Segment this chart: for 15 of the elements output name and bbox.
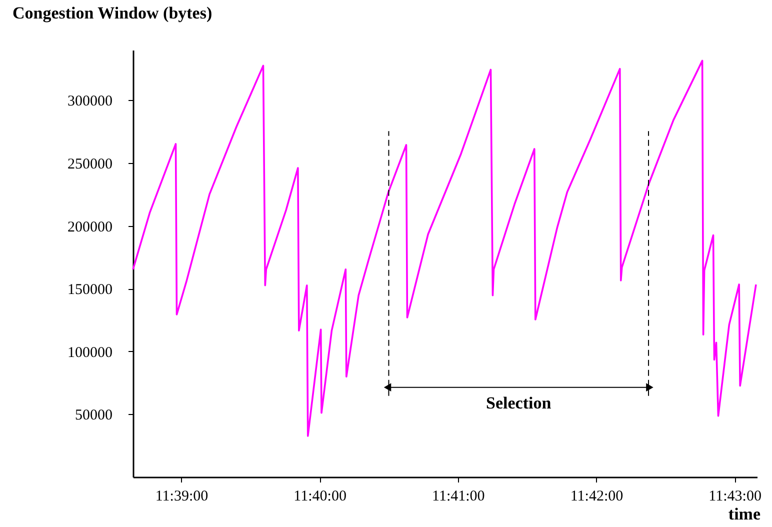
x-tick-label: 11:40:00	[294, 488, 346, 504]
y-axis-title: Congestion Window (bytes)	[12, 4, 212, 22]
line-series	[132, 60, 757, 437]
x-tick-label: 11:43:00	[708, 488, 762, 504]
x-tick-label: 11:39:00	[155, 488, 208, 504]
x-tick-label: 11:41:00	[432, 488, 485, 504]
y-tick-label: 50000	[75, 408, 112, 424]
x-axis-title: time	[728, 504, 761, 524]
annotation: Selection	[486, 393, 552, 412]
y-tick-label: 250000	[68, 156, 112, 173]
x-tick-label: 11:42:00	[570, 488, 624, 504]
y-tick-label: 200000	[68, 219, 112, 236]
y-tick-label: 300000	[68, 94, 112, 110]
y-tick-label: 100000	[68, 344, 112, 361]
y-tick-label: 150000	[68, 282, 112, 298]
